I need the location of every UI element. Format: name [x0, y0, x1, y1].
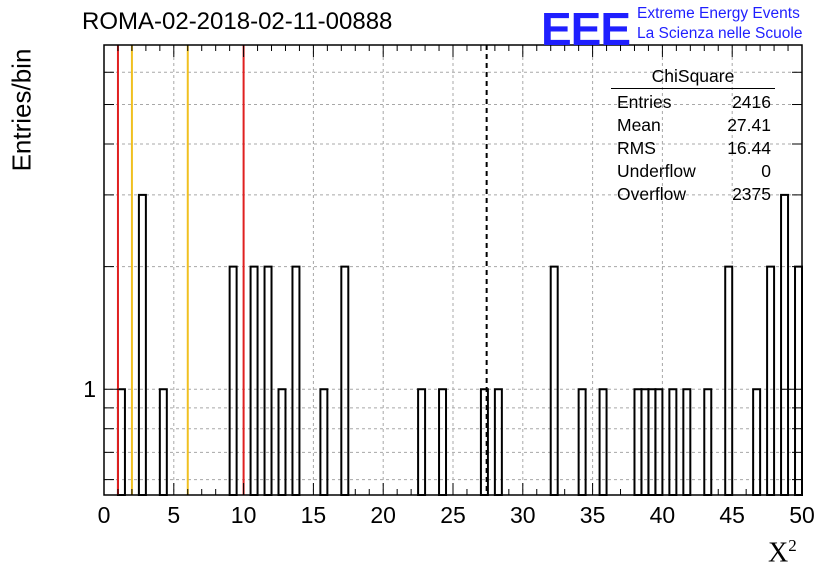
stats-label: Underflow: [617, 161, 696, 181]
histogram-bar: [291, 265, 301, 497]
stats-row: RMS 16.44: [611, 137, 775, 160]
histogram-bar: [794, 265, 804, 497]
x-tick-label: 35: [580, 502, 606, 528]
eee-logo: EEE: [541, 3, 631, 55]
grid-lines: [104, 45, 802, 495]
x-axis-label-superscript: 2: [788, 536, 797, 555]
x-tick-label: 20: [370, 502, 396, 528]
histogram-bars: [116, 193, 804, 497]
x-axis-label: X2: [768, 536, 797, 569]
histogram-bar: [249, 265, 259, 497]
x-tick-label: 40: [650, 502, 676, 528]
histogram-bar: [263, 265, 273, 497]
histogram-bar: [766, 265, 776, 497]
stats-value: 0: [761, 161, 771, 181]
tick-labels: 0 5 10 15 20 25 30 35 40 45 50 1: [83, 376, 815, 528]
x-tick-label: 15: [301, 502, 327, 528]
stats-row: Overflow 2375: [611, 183, 775, 206]
stats-value: 27.41: [727, 115, 771, 135]
stats-value: 16.44: [727, 138, 771, 158]
logo-caption-line1: Extreme Energy Events: [637, 5, 800, 22]
x-tick-label: 25: [440, 502, 466, 528]
logo-caption-line2: La Scienza nelle Scuole: [637, 25, 803, 42]
histogram-bar: [340, 265, 350, 497]
x-tick-label: 50: [789, 502, 815, 528]
y-tick-label: 1: [83, 376, 96, 402]
chart-title: ROMA-02-2018-02-11-00888: [82, 8, 393, 35]
x-axis-label-text: X: [768, 537, 789, 569]
histogram-bar: [228, 265, 238, 497]
stats-row: Underflow 0: [611, 160, 775, 183]
stats-value: 2416: [732, 92, 771, 112]
histogram-bar: [780, 193, 790, 497]
x-tick-label: 30: [510, 502, 536, 528]
histogram-bar: [549, 265, 559, 497]
axis-ticks: [103, 44, 803, 495]
logo-caption: Extreme Energy Events La Scienza nelle S…: [637, 4, 802, 44]
stats-box: ChiSquare Entries 2416 Mean 27.41 RMS 16.44…: [611, 66, 775, 206]
x-tick-label: 45: [719, 502, 745, 528]
stats-row: Entries 2416: [611, 91, 775, 114]
stats-row: Mean 27.41: [611, 114, 775, 137]
marker-lines: [116, 45, 488, 495]
stats-label: Mean: [617, 115, 661, 135]
y-axis-label: Entries/bin: [6, 48, 37, 172]
stats-label: RMS: [617, 138, 656, 158]
stats-label: Entries: [617, 92, 672, 112]
x-tick-label: 5: [167, 502, 180, 528]
histogram-bar: [137, 193, 147, 497]
stats-header: ChiSquare: [611, 66, 775, 89]
x-tick-label: 10: [231, 502, 257, 528]
x-tick-label: 0: [98, 502, 111, 528]
stats-value: 2375: [732, 184, 771, 204]
histogram-bar: [724, 265, 734, 497]
stats-label: Overflow: [617, 184, 687, 204]
